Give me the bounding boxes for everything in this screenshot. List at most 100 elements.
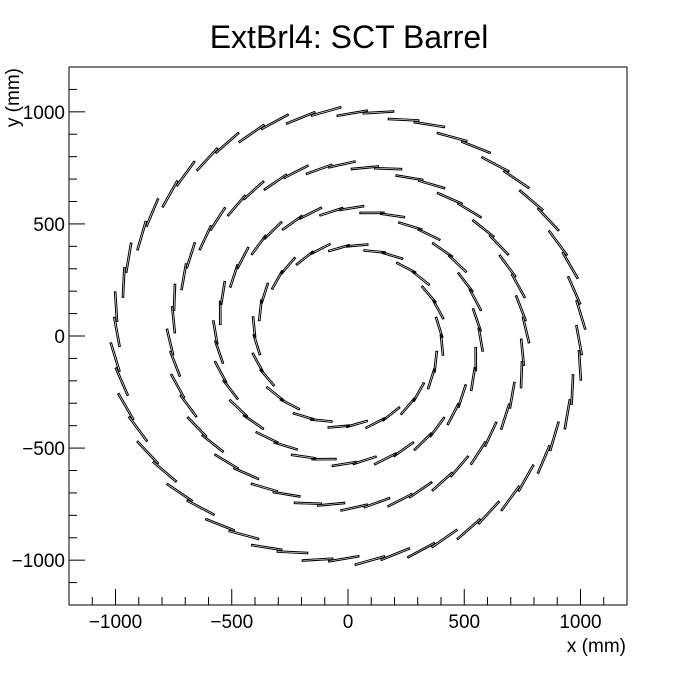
detector-module — [318, 206, 344, 217]
detector-module — [295, 250, 315, 266]
detector-module — [151, 460, 178, 483]
detector-module — [373, 452, 398, 466]
detector-module — [519, 338, 526, 366]
module-ring — [251, 242, 445, 430]
detector-module — [508, 381, 516, 409]
detector-module — [536, 444, 551, 475]
detector-module — [293, 501, 323, 506]
module-ring — [109, 105, 587, 567]
detector-module — [381, 406, 401, 422]
module-ring — [211, 204, 485, 468]
axis-ticks — [68, 66, 628, 606]
detector-module — [521, 316, 531, 344]
detector-module — [161, 179, 179, 208]
detector-module — [290, 453, 317, 460]
detector-module — [447, 254, 468, 274]
detector-module — [536, 207, 560, 232]
detector-module — [186, 416, 208, 438]
detector-module — [175, 160, 196, 187]
detector-module — [168, 350, 182, 378]
detector-module — [547, 229, 569, 257]
detector-module — [417, 228, 441, 242]
detector-module — [456, 384, 468, 409]
detector-module — [213, 453, 240, 470]
detector-module — [428, 416, 446, 438]
detector-module — [449, 455, 470, 478]
detector-module — [431, 471, 454, 492]
detector-module — [218, 300, 222, 326]
x-tick-label: 0 — [343, 612, 354, 633]
detector-module — [339, 204, 365, 212]
detector-module — [198, 224, 213, 251]
detector-module — [257, 299, 263, 322]
detector-module — [250, 234, 268, 256]
detector-module — [186, 499, 216, 517]
detector-module — [165, 482, 194, 503]
detector-module — [305, 163, 333, 176]
detector-module — [272, 490, 301, 498]
y-tick-label: 500 — [33, 215, 65, 236]
detector-module — [170, 306, 177, 334]
detector-module — [380, 546, 411, 562]
detector-module — [430, 528, 459, 549]
detector-module — [255, 430, 279, 444]
detector-module — [213, 360, 228, 384]
detector-module — [570, 374, 575, 405]
detector-module — [232, 466, 260, 481]
detector-module — [483, 421, 498, 448]
detector-module — [114, 366, 130, 397]
plot-frame — [68, 66, 628, 606]
detector-module — [200, 433, 225, 454]
detector-module — [340, 503, 369, 512]
detector-module — [431, 241, 454, 259]
detector-module — [311, 457, 337, 461]
y-tick-label: 1000 — [23, 103, 65, 124]
detector-module — [219, 280, 227, 306]
detector-module — [228, 398, 249, 418]
detector-module — [395, 261, 417, 275]
detector-module — [252, 333, 262, 356]
detector-module — [195, 146, 219, 172]
y-axis-label: y (mm) — [3, 68, 24, 127]
detector-module — [242, 180, 265, 201]
detector-module — [471, 218, 496, 239]
detector-module — [263, 220, 283, 240]
detector-module — [408, 480, 433, 499]
detector-module — [436, 131, 468, 143]
detector-module — [498, 254, 517, 278]
detector-module — [331, 460, 357, 468]
detector-module — [477, 327, 485, 352]
detector-module — [237, 123, 266, 144]
detector-module — [474, 346, 478, 372]
detector-module — [417, 179, 446, 190]
detector-module — [359, 211, 385, 215]
detector-module — [121, 267, 126, 298]
detector-module — [499, 403, 511, 431]
detector-module — [276, 550, 309, 555]
detector-module — [386, 492, 414, 508]
detector-module — [469, 440, 487, 466]
detector-module — [434, 316, 444, 339]
detector-module — [566, 275, 582, 306]
detector-module — [260, 113, 290, 131]
detector-module — [510, 273, 527, 299]
detector-module — [145, 197, 160, 228]
detector-module — [179, 394, 198, 418]
detector-module — [310, 418, 333, 423]
y-tick-label: 0 — [54, 327, 65, 348]
module-rings — [109, 105, 587, 567]
y-tick-label: −1000 — [12, 551, 65, 572]
detector-module — [460, 140, 492, 155]
detector-module — [456, 271, 475, 293]
detector-module — [406, 541, 436, 559]
detector-module — [336, 109, 369, 118]
detector-module — [471, 307, 483, 332]
detector-module — [519, 360, 524, 389]
detector-module — [397, 221, 423, 231]
y-tick-labels: −1000 −500 0 500 1000 — [12, 103, 65, 572]
x-tick-label: 1000 — [559, 612, 601, 633]
detector-module — [517, 464, 535, 493]
detector-module — [285, 110, 316, 126]
detector-module — [387, 117, 420, 122]
